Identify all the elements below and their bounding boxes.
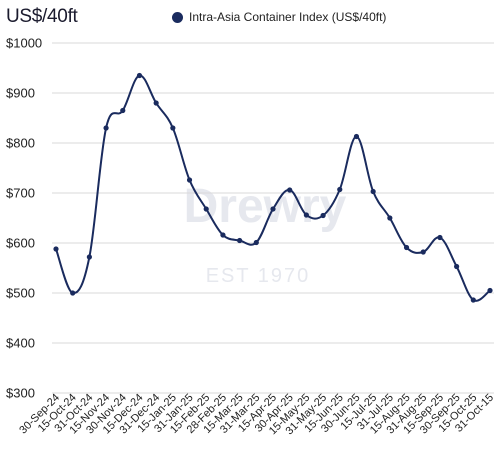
data-point: [470, 297, 476, 303]
data-point: [437, 234, 443, 241]
data-point: [186, 177, 193, 183]
data-point: [153, 100, 159, 106]
data-point: [237, 237, 243, 244]
data-point: [420, 249, 426, 255]
y-tick-label: $700: [6, 186, 35, 201]
data-point: [136, 72, 143, 79]
y-axis-tick-labels: $300 $400 $500 $600 $700 $800 $900 $1000: [6, 36, 42, 401]
data-point: [86, 254, 92, 260]
y-tick-label: $1000: [6, 36, 42, 51]
data-point: [370, 188, 376, 195]
data-point: [220, 232, 226, 238]
data-point: [103, 125, 109, 131]
watermark-tagline: EST 1970: [206, 265, 311, 287]
legend: Intra-Asia Container Index (US$/40ft): [172, 10, 386, 24]
data-point: [253, 239, 259, 246]
data-point: [337, 186, 343, 193]
data-point: [203, 206, 209, 212]
data-point: [120, 107, 126, 114]
legend-swatch: [172, 11, 183, 23]
y-axis-unit-label: US$/40ft: [6, 6, 78, 27]
y-tick-label: $300: [6, 386, 35, 401]
y-tick-label: $900: [6, 86, 35, 101]
x-axis-tick-labels: 30-Sep-2415-Oct-2431-Oct-2415-Nov-2430-N…: [17, 392, 496, 438]
legend-series-label: Intra-Asia Container Index (US$/40ft): [189, 10, 387, 24]
grid-lines: [52, 42, 494, 394]
data-point: [53, 246, 59, 252]
data-point: [387, 215, 393, 221]
data-point: [487, 287, 493, 294]
y-tick-label: $400: [6, 336, 35, 351]
series-layer: [53, 72, 493, 303]
data-point: [303, 212, 309, 218]
data-point: [320, 212, 326, 219]
y-tick-label: $500: [6, 286, 35, 301]
data-point: [270, 206, 276, 212]
data-point: [70, 290, 76, 296]
data-point: [454, 263, 460, 270]
data-point: [170, 125, 176, 131]
y-tick-label: $800: [6, 136, 35, 151]
data-point: [287, 187, 293, 193]
data-point: [403, 244, 410, 251]
data-point: [353, 133, 360, 140]
y-tick-label: $600: [6, 236, 35, 251]
